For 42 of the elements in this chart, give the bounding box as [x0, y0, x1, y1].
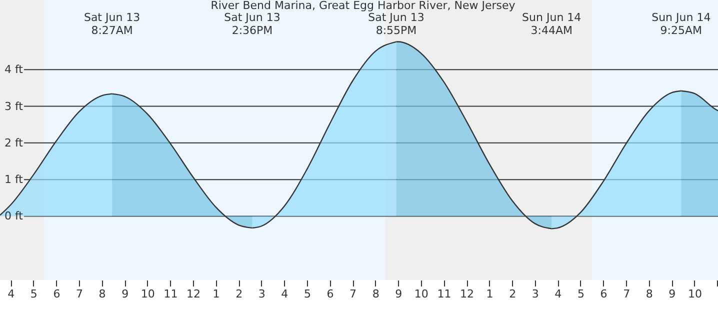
y-tick-label: 3 ft — [4, 100, 24, 113]
x-tick-label: 2 — [509, 288, 516, 300]
x-tick-label: 10 — [140, 288, 155, 300]
x-tick-label: 5 — [577, 288, 584, 300]
x-tick-label: 4 — [554, 288, 562, 300]
x-tick-label: 3 — [532, 288, 539, 300]
y-tick-label: 1 ft — [4, 173, 24, 186]
x-tick-label: 1 — [212, 288, 220, 300]
x-tick-label: 6 — [53, 288, 60, 300]
annotation: Sun Jun 14 9:25AM — [652, 11, 711, 37]
x-tick-label: 9 — [395, 288, 402, 300]
x-tick-label: 10 — [688, 288, 702, 300]
x-tick-label: 6 — [600, 288, 608, 300]
x-tick-label: 11 — [437, 288, 452, 300]
x-tick-label: 4 — [8, 288, 15, 300]
x-tick-label: 1 — [486, 288, 494, 300]
x-tick-label: 8 — [98, 288, 106, 300]
x-tick-label: 7 — [350, 288, 357, 300]
annotation: Sat Jun 13 2:36PM — [224, 11, 280, 37]
x-tick-label: 9 — [668, 288, 676, 300]
annotation: Sat Jun 13 8:55PM — [368, 11, 424, 37]
x-tick-label: 2 — [236, 288, 243, 300]
chart-title: River Bend Marina, Great Egg Harbor River, New Jersey — [210, 0, 516, 12]
x-tick-label: 5 — [304, 288, 311, 300]
x-tick-label: 12 — [460, 288, 474, 300]
x-tick-label: 5 — [30, 288, 38, 300]
x-tick-label: 4 — [281, 288, 288, 300]
y-tick-label: 0 ft — [4, 210, 24, 223]
x-tick-label: 6 — [326, 288, 334, 300]
x-tick-label: 7 — [623, 288, 630, 300]
x-tick-label: 8 — [372, 288, 380, 300]
x-tick-label: 11 — [164, 288, 178, 300]
annotation: Sat Jun 13 8:27AM — [84, 11, 140, 37]
x-tick-label: 9 — [122, 288, 129, 300]
x-tick-label: 3 — [258, 288, 266, 300]
annotation: Sun Jun 14 3:44AM — [522, 11, 582, 37]
x-tick-label: 10 — [414, 288, 428, 300]
x-tick-label: 7 — [76, 288, 84, 300]
y-tick-label: 4 ft — [4, 63, 24, 76]
x-tick-label: 12 — [186, 288, 200, 300]
y-tick-label: 2 ft — [4, 136, 24, 150]
x-tick-label: 8 — [646, 288, 653, 300]
